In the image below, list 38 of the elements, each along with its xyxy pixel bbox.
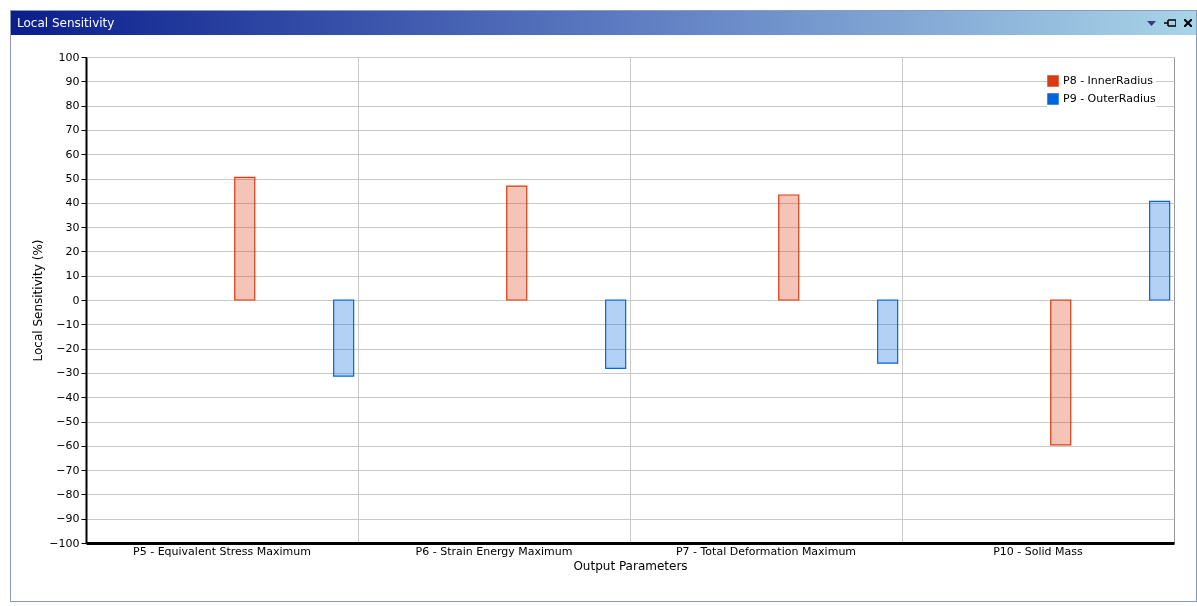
- y-tick-label: 20: [65, 244, 80, 258]
- y-tick-label: −10: [56, 317, 80, 331]
- y-tick-label: −20: [56, 342, 80, 356]
- bar: [605, 299, 627, 369]
- y-tick-label: 0: [72, 293, 80, 307]
- x-axis-title: Output Parameters: [573, 558, 688, 573]
- y-tick-label: −30: [56, 366, 80, 380]
- y-tick-label: −60: [56, 439, 80, 453]
- y-tick-label: 50: [65, 172, 80, 185]
- y-tick-label: −50: [56, 415, 80, 428]
- legend-label: P8 - InnerRadius: [1063, 74, 1154, 87]
- bar: [234, 176, 256, 301]
- y-tick-label: 70: [65, 123, 80, 137]
- y-tick-label: 80: [65, 99, 80, 113]
- x-tick-label: P7 - Total Deformation Maximum: [675, 544, 857, 558]
- y-tick-label: 100: [58, 50, 80, 64]
- y-tick-label: −40: [56, 390, 80, 404]
- y-tick-label: −80: [56, 487, 80, 501]
- y-tick-label: 90: [65, 74, 80, 88]
- y-tick-label: 60: [65, 147, 80, 161]
- y-tick-label: −70: [56, 463, 80, 477]
- x-tick-label: P5 - Equivalent Stress Maximum: [133, 544, 311, 558]
- chart-title: Local Sensitivity: [17, 16, 115, 30]
- x-tick-label: P10 - Solid Mass: [993, 544, 1084, 558]
- bar: [877, 299, 899, 364]
- x-tick-label: P6 - Strain Energy Maximum: [415, 544, 573, 558]
- legend-label: P9 - OuterRadius: [1063, 92, 1156, 105]
- y-tick-label: −90: [56, 512, 80, 526]
- y-tick-label: 40: [65, 196, 80, 210]
- bar: [506, 185, 528, 301]
- bar: [333, 299, 355, 377]
- y-axis-title: Local Sensitivity (%): [31, 239, 46, 362]
- y-tick-label: 30: [65, 220, 80, 234]
- bar: [1149, 200, 1171, 301]
- bar: [1050, 299, 1072, 446]
- bar: [778, 194, 800, 301]
- y-tick-label: 10: [65, 269, 80, 283]
- y-tick-label: −100: [49, 536, 80, 550]
